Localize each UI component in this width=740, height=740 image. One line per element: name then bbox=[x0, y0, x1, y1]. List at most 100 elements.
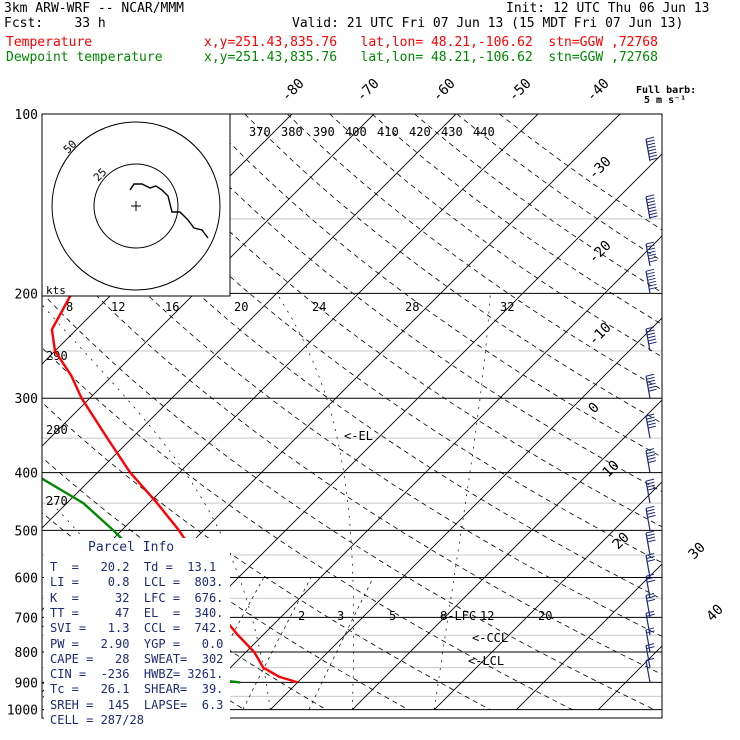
pressure-tick-label: 600 bbox=[15, 572, 38, 587]
forecast-hour: Fcst: 33 h bbox=[4, 16, 106, 31]
wind-barb-flag bbox=[648, 209, 657, 213]
moist-adiabat-line bbox=[276, 293, 355, 710]
wind-barb-flag bbox=[647, 385, 657, 389]
wind-barb-flag bbox=[648, 154, 658, 158]
parcel-row: CAPE = 28 SWEAT= 302 bbox=[50, 651, 224, 666]
wind-barb-flag bbox=[646, 613, 655, 617]
parcel-row: SVI = 1.3 CCL = 742. bbox=[50, 621, 224, 636]
hodograph-units: kts bbox=[46, 284, 66, 297]
isotherm-label: -60 bbox=[430, 76, 459, 105]
wind-barb bbox=[645, 643, 655, 668]
wind-barb-flag bbox=[647, 514, 656, 518]
wind-barb-flag bbox=[649, 157, 658, 161]
dewpoint-station-info: x,y=251.43,835.76 lat,lon= 48.21,-106.62… bbox=[204, 50, 658, 65]
wind-barb-flag bbox=[645, 268, 655, 272]
temperature-legend: Temperature bbox=[6, 35, 93, 50]
wind-barb-flag bbox=[646, 332, 656, 336]
pressure-tick-label: 200 bbox=[15, 287, 38, 302]
wind-barb-flag bbox=[647, 335, 656, 339]
wind-barb bbox=[645, 241, 658, 267]
dry-adiabat-line bbox=[371, 114, 662, 325]
wind-barb-flag bbox=[645, 241, 655, 245]
wind-barb bbox=[645, 194, 658, 220]
theta-label: 290 bbox=[46, 349, 68, 363]
wind-barb-flag bbox=[646, 451, 655, 455]
mixing-ratio-label: 32 bbox=[500, 300, 514, 314]
level-annotation: <-LCL bbox=[468, 654, 504, 668]
wind-barb-staff bbox=[645, 532, 651, 556]
isotherm-label: -70 bbox=[354, 76, 383, 105]
wind-barb-flag bbox=[647, 148, 657, 152]
wind-barb-flag bbox=[646, 511, 656, 515]
parcel-info-title: Parcel Info bbox=[88, 540, 175, 555]
mixing-ratio-label: 3 bbox=[337, 609, 344, 623]
pressure-tick-label: 700 bbox=[15, 611, 38, 626]
mixing-ratio-line bbox=[242, 577, 312, 710]
theta-e-label: 370 bbox=[249, 125, 271, 139]
wind-barb bbox=[645, 326, 657, 352]
wind-barb-staff bbox=[645, 660, 651, 683]
isotherm-label: -40 bbox=[584, 76, 613, 105]
barb-legend-line1: Full barb: bbox=[636, 85, 697, 96]
theta-e-label: 390 bbox=[313, 125, 335, 139]
hodograph-ring bbox=[51, 121, 221, 291]
wind-barb bbox=[645, 136, 658, 162]
wind-barb-flag bbox=[646, 379, 656, 383]
theta-e-label: 380 bbox=[281, 125, 303, 139]
theta-e-label: 420 bbox=[409, 125, 431, 139]
wind-barb-flag bbox=[646, 419, 656, 423]
pressure-tick-label: 100 bbox=[15, 108, 38, 123]
wind-barb bbox=[645, 448, 657, 473]
mixing-ratio-label: 2 bbox=[298, 609, 305, 623]
mixing-ratio-label: 20 bbox=[538, 609, 552, 623]
isotherm-line bbox=[42, 114, 375, 447]
wind-barb-flag bbox=[646, 576, 655, 580]
isotherm-label: 20 bbox=[610, 530, 633, 553]
wind-barb-flag bbox=[646, 376, 655, 380]
wind-barb-flag bbox=[647, 277, 656, 281]
wind-barb-flag bbox=[647, 425, 657, 429]
wind-barb-flag bbox=[646, 536, 656, 540]
wind-barb-flag bbox=[646, 630, 655, 634]
dry-adiabat-line bbox=[499, 114, 662, 231]
wind-barb bbox=[645, 592, 656, 618]
isotherm-label: -30 bbox=[586, 154, 615, 183]
dewpoint-legend: Dewpoint temperature bbox=[6, 50, 163, 65]
wind-barb-flag bbox=[647, 250, 656, 254]
wind-barb-flag bbox=[647, 206, 657, 210]
barb-legend-line2: 5 m s⁻¹ bbox=[644, 95, 687, 106]
level-annotation: <-LFC bbox=[440, 609, 476, 623]
wind-barb-flag bbox=[646, 142, 656, 146]
dry-adiabat-line bbox=[42, 401, 491, 711]
mixing-ratio-label: 5 bbox=[389, 609, 396, 623]
wind-barb-flag bbox=[645, 627, 655, 631]
isotherm-label: -10 bbox=[586, 320, 615, 349]
wind-barb-staff bbox=[645, 480, 651, 504]
dry-adiabat-line bbox=[117, 114, 662, 528]
hodograph-ring bbox=[93, 163, 179, 249]
wind-barb-flag bbox=[645, 610, 655, 614]
wind-barb-flag bbox=[647, 539, 656, 543]
wind-barb-flag bbox=[645, 553, 655, 557]
level-annotation: <-EL bbox=[344, 429, 373, 443]
moist-adiabat-line bbox=[42, 304, 271, 710]
wind-barb-flag bbox=[646, 247, 656, 251]
pressure-tick-label: 300 bbox=[15, 392, 38, 407]
wind-barb-flag bbox=[648, 341, 657, 345]
wind-barb-flag bbox=[646, 484, 656, 488]
wind-barb-flag bbox=[646, 274, 656, 278]
mixing-ratio-label: 8 bbox=[66, 300, 73, 314]
wind-barb-flag bbox=[647, 457, 656, 461]
dry-adiabat-line bbox=[42, 347, 573, 711]
init-time: Init: 12 UTC Thu 06 Jun 13 bbox=[506, 1, 710, 16]
wind-barb-flag bbox=[646, 200, 656, 204]
isotherm-line bbox=[188, 235, 662, 710]
pressure-tick-label: 1000 bbox=[7, 704, 38, 719]
hodograph-trace bbox=[129, 183, 209, 239]
level-annotation: <-CCL bbox=[472, 631, 508, 645]
wind-barb-flag bbox=[645, 573, 655, 577]
wind-barb-flag bbox=[645, 194, 655, 198]
wind-barb-flag bbox=[648, 283, 657, 287]
pressure-tick-label: 900 bbox=[15, 676, 38, 691]
wind-barb-staff bbox=[645, 555, 651, 578]
